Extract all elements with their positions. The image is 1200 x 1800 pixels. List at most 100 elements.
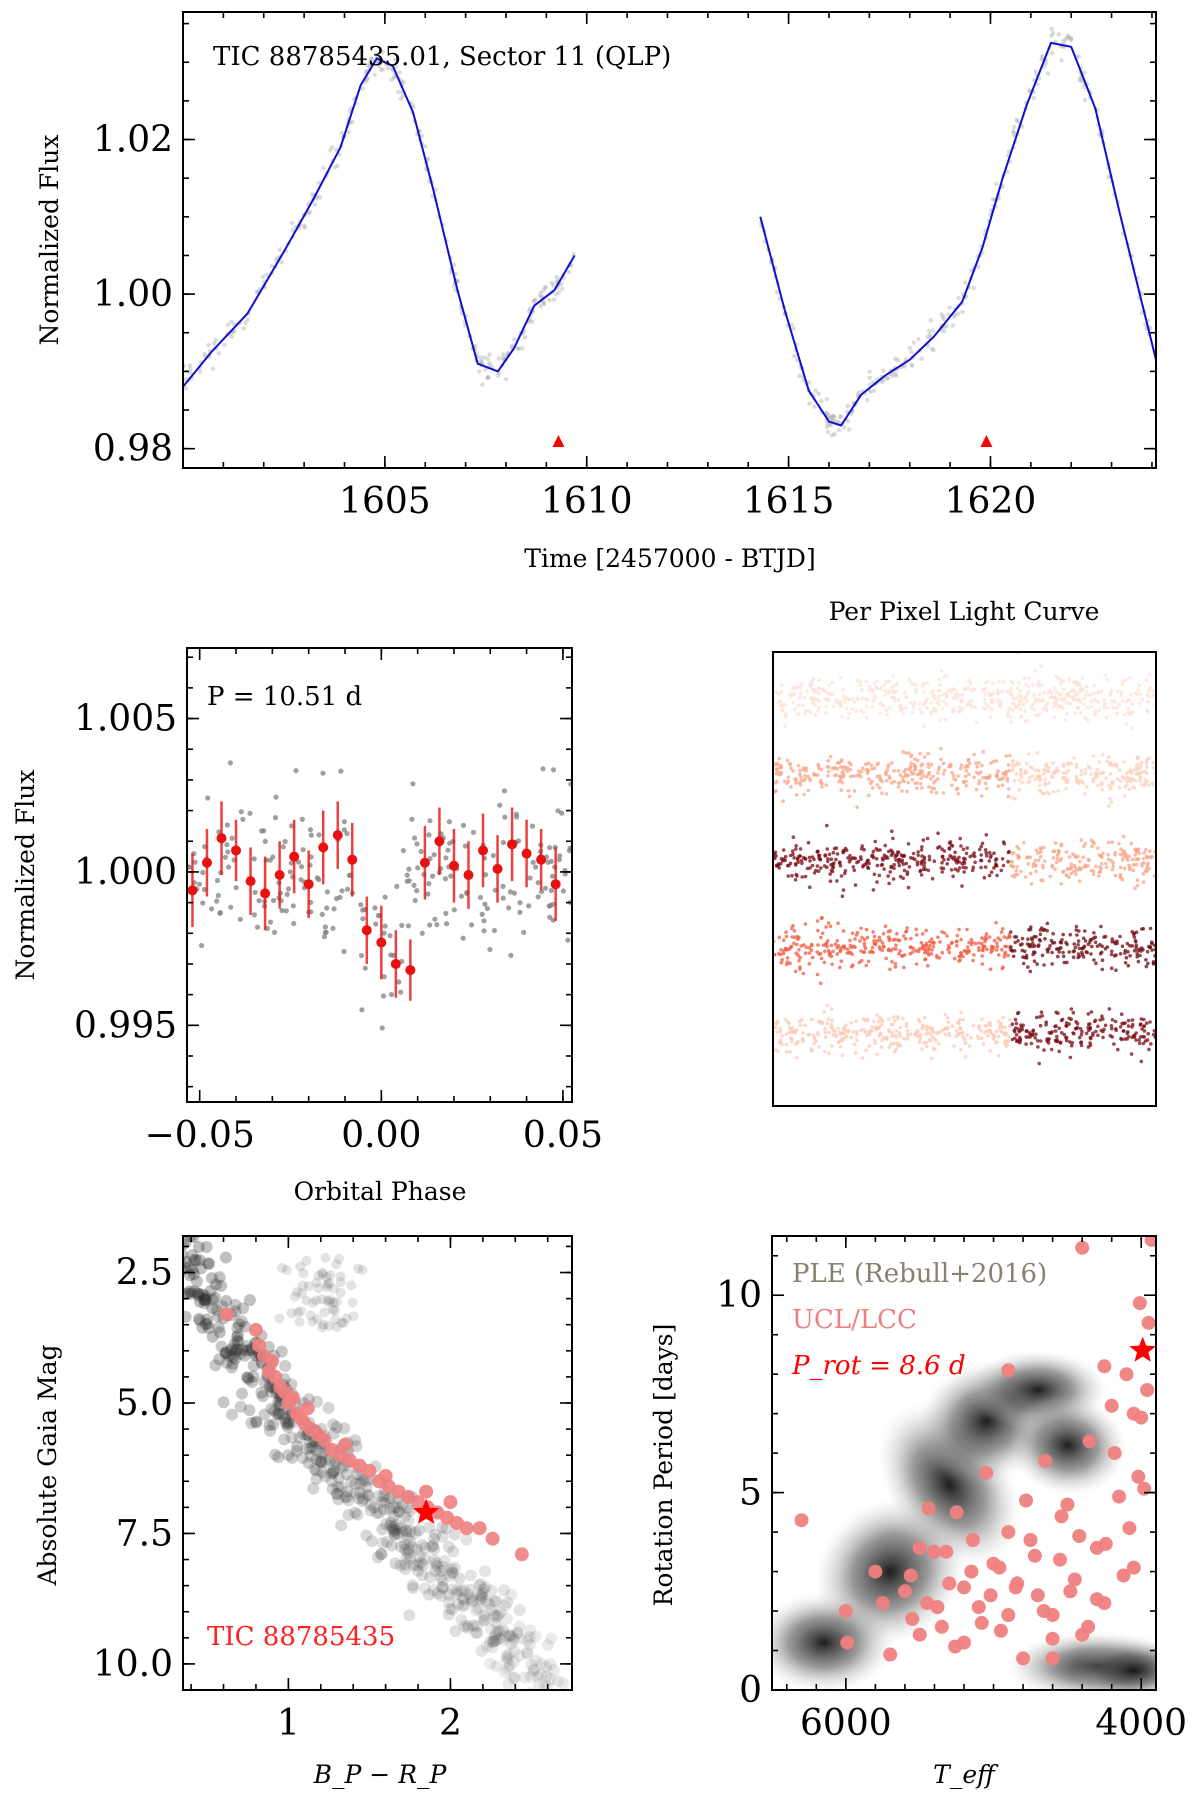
pixel-row-5-point [1109,1024,1114,1028]
cmd-density-cell [455,1585,468,1597]
pixel-row-4-point [819,935,823,940]
cmd-density-cell [399,1510,412,1523]
top-data-point [314,196,319,201]
pixel-row-5-point [996,1019,1001,1024]
pixel-row-5-point [866,1017,870,1021]
pixel-row-1-point [1090,705,1094,709]
pixel-row-1-point [1040,683,1044,688]
pixel-row-4-point [894,947,898,951]
prot-ylabel: Rotation Period [days] [649,1324,678,1607]
pixel-row-1-point [1077,684,1082,688]
top-data-point [398,96,404,102]
pixel-row-3-point [1111,861,1115,865]
phase-raw-point [426,832,432,838]
pixel-row-3-point [866,866,871,870]
pixel-row-5-point [1089,1010,1094,1014]
cmd-density-cell [444,1602,456,1615]
pixel-row-4-point [777,935,782,940]
pixel-row-5-point [1113,1019,1118,1024]
pixel-row-3-point [922,864,926,868]
pixel-row-2-point [911,772,916,776]
pixel-row-2-point [1008,753,1012,758]
top-data-point [210,366,216,371]
pixel-row-1-point [788,692,793,696]
pixel-row-5-point [963,1054,968,1059]
prot-sample-point [912,1540,927,1555]
phase-binned-point [492,863,503,874]
phase-raw-point [502,814,508,820]
cmd-density-cell [213,1326,226,1339]
cmd-density-cell [239,1320,252,1333]
cmd-density-cell [199,1290,212,1303]
pixel-row-5-point [798,1023,803,1028]
top-model-line-2 [759,41,1156,427]
pixel-row-5-point [984,1024,989,1028]
cmd-density-cell [219,1346,232,1359]
pixel-row-3-point [971,853,975,858]
cmd-density-cell [416,1569,429,1581]
top-data-point [365,63,370,68]
phase-raw-point [432,916,438,922]
pixel-row-1-point [811,701,815,705]
pixel-row-3-point [835,852,840,856]
phase-raw-point [539,889,545,895]
pixel-row-3-point [788,853,793,858]
phase-raw-point [527,875,533,881]
cmd-density-cell [340,1490,353,1503]
cmd-density-cell [401,1532,414,1545]
pixel-row-2-point [909,754,913,758]
phase-raw-point [192,859,198,865]
pixel-row-2-point [920,762,925,766]
pixel-row-5-point [918,1033,922,1038]
pixel-row-3-point [1082,844,1086,849]
phase-raw-point [284,891,290,898]
pixel-row-3-point [916,850,920,854]
top-xtick-label: 1605 [339,481,431,522]
pixel-row-4-point [1114,968,1118,972]
pixel-row-1-point [811,677,816,681]
phase-xlabel: Orbital Phase [294,1177,467,1206]
top-data-point [532,298,537,303]
cmd-density-cell [208,1291,221,1304]
cmd-density-cell [183,1238,189,1251]
pixel-row-2-point [1064,779,1068,784]
phase-raw-point [272,815,279,821]
pixel-row-4-point [855,930,860,935]
cmd-density-cell [508,1633,520,1646]
pixel-row-3-point [871,849,876,854]
cmd-density-cell [399,1543,412,1556]
cmd-density-cell [360,1529,373,1542]
prot-sample-point [948,1639,963,1654]
pixel-row-1-point [791,686,795,690]
top-data-point [847,427,852,432]
pixel-row-5-point [825,1003,830,1008]
pixel-row-1-point [1133,691,1138,696]
pixel-row-4-point [1050,962,1054,966]
top-data-point [400,94,405,99]
phase-raw-point [530,859,536,865]
cmd-density-cell [446,1566,458,1579]
cmd-density-cell [434,1564,447,1577]
pixel-row-5-point [1086,1028,1091,1033]
cmd-target-label: TIC 88785435 [207,1622,395,1652]
pixel-row-3-point [919,873,924,877]
pixel-row-4-point [835,938,840,943]
pixel-row-2-point [1133,768,1137,772]
top-ytick-label: 1.02 [93,120,173,161]
prot-sample-point [912,1627,927,1642]
cmd-density-cell [535,1668,548,1681]
pixel-row-4-point [917,947,922,951]
pixel-row-3-point [1078,859,1082,864]
pixel-row-2-point [1143,769,1148,774]
cmd-density-cell [350,1440,363,1453]
top-data-point [868,389,873,395]
pixel-row-3-point [906,842,911,846]
pixel-row-2-point [950,770,954,775]
pixel-row-1-point [1129,726,1134,731]
pixel-row-2-point [1011,759,1015,764]
pixel-row-2-point [884,778,889,783]
pixel-row-1-point [839,704,843,709]
pixel-row-1-point [1140,697,1144,702]
pixel-row-3-point [1010,860,1014,864]
pixel-row-4-point [819,956,824,961]
